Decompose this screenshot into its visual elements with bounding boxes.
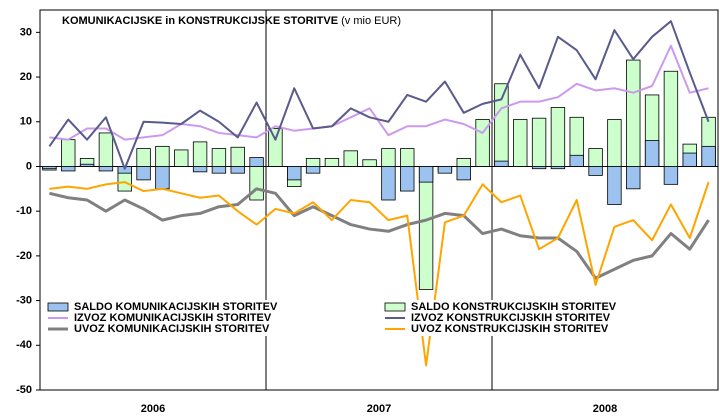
plot-frame (39, 9, 719, 391)
bar (324, 158, 340, 167)
bar (211, 148, 227, 167)
bar (588, 148, 603, 167)
bar (155, 166, 170, 190)
bar (663, 70, 679, 167)
bar (192, 166, 208, 173)
bar (626, 59, 641, 167)
y-tick-label: -10 (16, 205, 32, 217)
line (49, 44, 709, 141)
bar (531, 166, 547, 170)
bar (418, 166, 434, 290)
bar (155, 145, 170, 167)
bar (211, 166, 227, 174)
bar (494, 83, 509, 167)
bar (136, 148, 151, 167)
legend-label: SALDO KONSTRUKCIJSKIH STORITEV (411, 301, 617, 313)
bar (61, 166, 76, 172)
legend-swatch (384, 302, 406, 312)
bar (305, 166, 321, 174)
bar (381, 166, 396, 201)
bar (136, 166, 151, 181)
bar (456, 158, 471, 167)
y-tick-label: -40 (16, 339, 32, 351)
legend-label: IZVOZ KOMUNIKACIJSKIH STORITEV (74, 312, 272, 324)
legend-box (44, 300, 716, 336)
bar (400, 148, 415, 167)
chart-title: KOMUNIKACIJSKE in KONSTRUKCIJSKE STORITV… (62, 15, 401, 27)
bar (174, 149, 189, 167)
legend-label: SALDO KOMUNIKACIJSKIH STORITEV (74, 301, 278, 313)
bar (287, 166, 302, 181)
legend-label: IZVOZ KONSTRUKCIJSKIH STORITEV (411, 312, 611, 324)
legend-label: UVOZ KOMUNIKACIJSKIH STORITEV (74, 323, 270, 335)
y-tick-label: 20 (20, 71, 32, 83)
bar (607, 166, 622, 205)
chart-unit: (v mio EUR) (341, 15, 401, 27)
bar (98, 166, 114, 172)
bar (362, 159, 377, 167)
bar (268, 128, 283, 167)
bar (400, 166, 415, 192)
legend-swatch (47, 302, 69, 312)
bar (494, 160, 509, 167)
bar (79, 163, 95, 167)
line (48, 20, 710, 170)
bar (98, 132, 114, 167)
y-tick-label: -30 (16, 294, 32, 306)
bar (456, 166, 471, 181)
bar (249, 157, 264, 167)
bar (513, 119, 528, 167)
line (49, 181, 710, 367)
bar (607, 119, 622, 167)
bar (343, 150, 358, 167)
bar (682, 152, 697, 167)
bar (588, 166, 603, 176)
y-tick-label: 30 (20, 26, 32, 38)
legend-label: UVOZ KONSTRUKCIJSKIH STORITEV (411, 323, 609, 335)
bar (381, 148, 396, 167)
bar (644, 140, 660, 167)
bar (230, 166, 245, 174)
bar (531, 117, 547, 167)
bar (305, 158, 321, 167)
bar (550, 166, 566, 170)
bar (701, 145, 716, 167)
y-tick-label: -50 (16, 384, 32, 396)
bar (550, 107, 566, 167)
bar (249, 166, 264, 201)
bar (192, 141, 208, 167)
bar (437, 166, 453, 174)
y-tick-label: -20 (16, 250, 32, 262)
bar (42, 166, 57, 170)
bar (569, 154, 584, 167)
bar (230, 146, 245, 167)
year-label: 2006 (141, 403, 165, 415)
y-tick-label: 0 (26, 160, 32, 172)
year-label: 2007 (367, 403, 391, 415)
bar (61, 139, 76, 167)
bar (663, 166, 679, 185)
year-label: 2008 (593, 403, 617, 415)
bar (418, 166, 434, 183)
y-tick-label: 10 (20, 116, 32, 128)
bar (626, 166, 641, 190)
chart-title-main: KOMUNIKACIJSKE in KONSTRUKCIJSKE STORITV… (62, 15, 338, 27)
